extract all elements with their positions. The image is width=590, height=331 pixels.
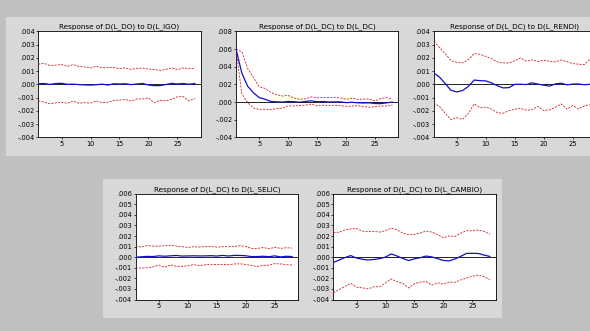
- Title: Response of D(L_DC) to D(L_RENDI): Response of D(L_DC) to D(L_RENDI): [450, 24, 579, 30]
- Title: Response of D(L_DC) to D(L_SELIC): Response of D(L_DC) to D(L_SELIC): [153, 186, 280, 193]
- Title: Response of D(L_DO) to D(L_IGO): Response of D(L_DO) to D(L_IGO): [60, 24, 179, 30]
- Title: Response of D(L_DC) to D(L_DC): Response of D(L_DC) to D(L_DC): [259, 24, 375, 30]
- Title: Response of D(L_DC) to D(L_CAMBIO): Response of D(L_DC) to D(L_CAMBIO): [347, 186, 482, 193]
